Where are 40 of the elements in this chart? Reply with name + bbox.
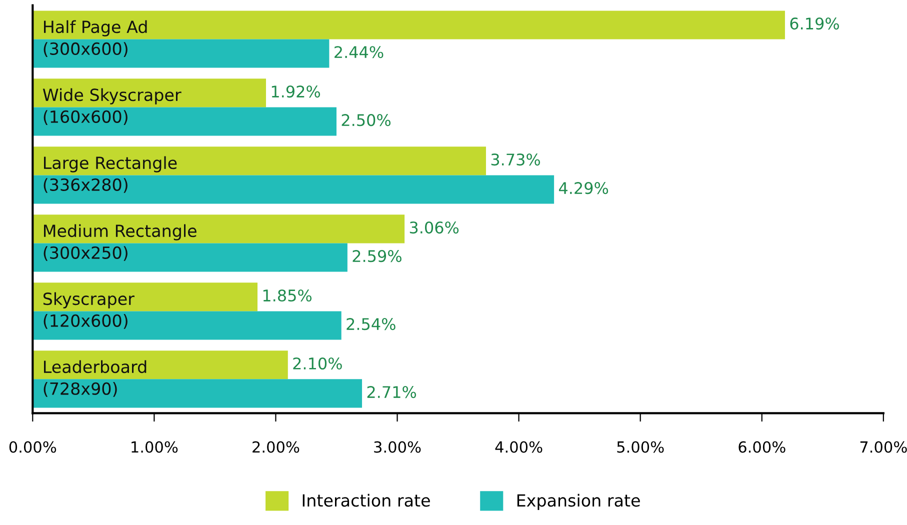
data-label: 2.44% (334, 46, 384, 58)
x-tick-label: 4.00% (495, 441, 542, 453)
y-tick-label: Skyscraper (120x600) (43, 292, 134, 329)
x-tick-label: 0.00% (9, 441, 56, 453)
data-label: 2.10% (293, 357, 342, 370)
data-label: 1.85% (263, 289, 312, 302)
bar (32, 243, 348, 272)
data-label: 2.71% (367, 386, 416, 398)
y-tick-label: Half Page Ad (300x600) (44, 20, 147, 57)
data-label: 2.59% (352, 250, 402, 262)
data-label: 1.92% (272, 86, 320, 98)
legend-label: Interaction rate (302, 494, 430, 507)
x-tick-label: 6.00% (738, 441, 786, 453)
bar (32, 379, 362, 408)
data-label: 2.54% (346, 318, 396, 330)
bar (32, 311, 342, 340)
x-tick-label: 5.00% (617, 441, 664, 453)
x-tick-label: 2.00% (252, 441, 300, 453)
x-tick-label: 3.00% (374, 441, 421, 453)
data-label: 4.29% (559, 182, 608, 194)
y-tick-label: Medium Rectangle (300x250) (44, 224, 196, 261)
y-tick-label: Large Rectangle (336x280) (44, 156, 177, 193)
bar (32, 214, 405, 244)
bar (32, 175, 554, 204)
x-tick-label: 1.00% (132, 441, 178, 453)
data-label: 3.73% (491, 153, 540, 166)
bar (32, 146, 486, 176)
legend-label: Expansion rate (517, 494, 640, 510)
bar (32, 78, 266, 108)
y-tick-label: Wide Skyscraper (160x600) (42, 88, 182, 125)
data-label: 2.50% (342, 114, 391, 126)
x-tick-label: 7.00% (860, 441, 907, 453)
bar (32, 107, 336, 136)
bar (32, 350, 288, 380)
bar (32, 39, 330, 68)
data-label: 3.06% (410, 221, 459, 234)
y-tick-label: Leaderboard (728x90) (44, 360, 146, 397)
bar (32, 282, 258, 312)
bar (32, 10, 785, 40)
data-label: 6.19% (790, 18, 839, 30)
